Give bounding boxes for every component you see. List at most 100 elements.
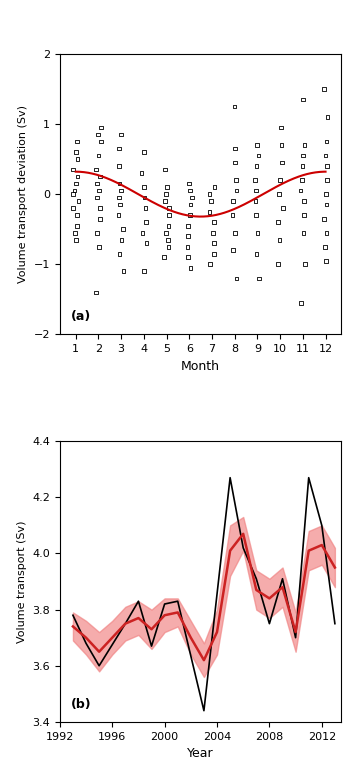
- Point: [75, 170, 80, 183]
- Point: [302, 139, 307, 151]
- Point: [253, 184, 259, 197]
- Point: [139, 167, 144, 179]
- Point: [143, 216, 149, 228]
- Point: [96, 150, 101, 162]
- Point: [141, 146, 147, 158]
- Point: [324, 227, 329, 239]
- Point: [275, 258, 281, 270]
- Point: [211, 216, 217, 228]
- Point: [185, 220, 190, 232]
- Point: [232, 142, 238, 154]
- Point: [301, 227, 306, 239]
- Point: [73, 146, 78, 158]
- Point: [207, 188, 212, 200]
- Point: [324, 160, 330, 172]
- Point: [117, 160, 122, 172]
- Point: [299, 174, 305, 186]
- Point: [141, 181, 147, 194]
- Point: [321, 83, 327, 95]
- Point: [230, 209, 235, 221]
- Point: [141, 265, 146, 277]
- Point: [324, 174, 330, 186]
- Point: [70, 164, 76, 176]
- Point: [301, 209, 307, 221]
- Point: [212, 247, 217, 260]
- Point: [280, 202, 285, 214]
- Point: [74, 220, 80, 232]
- Point: [323, 135, 329, 147]
- Point: [98, 202, 103, 214]
- Point: [96, 184, 102, 197]
- Point: [256, 272, 262, 284]
- Point: [298, 184, 303, 197]
- Point: [165, 233, 171, 246]
- Point: [117, 198, 122, 210]
- Point: [277, 233, 282, 246]
- Point: [166, 202, 172, 214]
- Point: [322, 240, 328, 253]
- Point: [208, 195, 214, 207]
- Point: [119, 233, 124, 246]
- Point: [72, 227, 78, 239]
- Point: [116, 209, 121, 221]
- Point: [116, 191, 122, 204]
- Point: [231, 244, 236, 257]
- Point: [300, 160, 305, 172]
- Point: [186, 251, 191, 263]
- Point: [93, 286, 99, 299]
- Point: [279, 157, 284, 169]
- Point: [184, 240, 190, 253]
- Point: [233, 174, 239, 186]
- Point: [163, 227, 169, 239]
- Point: [96, 240, 102, 253]
- Point: [116, 142, 122, 154]
- Point: [70, 188, 76, 200]
- Point: [140, 227, 145, 239]
- Point: [211, 237, 216, 250]
- Text: (b): (b): [71, 698, 92, 711]
- Point: [73, 177, 79, 190]
- Point: [188, 198, 193, 210]
- Point: [164, 181, 170, 194]
- Point: [188, 262, 193, 274]
- Point: [302, 258, 308, 270]
- Point: [76, 195, 81, 207]
- Point: [73, 233, 78, 246]
- Y-axis label: Volume transport (Sv): Volume transport (Sv): [17, 520, 27, 643]
- Point: [321, 213, 327, 225]
- Point: [120, 223, 126, 235]
- Point: [252, 174, 258, 186]
- Point: [255, 227, 260, 239]
- Point: [233, 227, 238, 239]
- Point: [234, 184, 239, 197]
- Point: [323, 188, 329, 200]
- Point: [234, 272, 239, 284]
- Point: [212, 181, 217, 194]
- Point: [278, 121, 284, 134]
- Point: [253, 195, 258, 207]
- Point: [98, 170, 103, 183]
- Point: [323, 255, 329, 267]
- Point: [98, 213, 103, 225]
- Text: (a): (a): [71, 310, 92, 323]
- Point: [95, 128, 101, 141]
- Point: [162, 195, 168, 207]
- Point: [70, 202, 76, 214]
- Point: [277, 174, 283, 186]
- Point: [207, 206, 212, 218]
- Point: [144, 237, 149, 250]
- Y-axis label: Volume transport deviation (Sv): Volume transport deviation (Sv): [18, 105, 28, 283]
- X-axis label: Year: Year: [187, 747, 214, 760]
- Point: [256, 150, 261, 162]
- Point: [75, 153, 80, 165]
- Point: [324, 198, 329, 210]
- Point: [231, 195, 236, 207]
- Point: [72, 184, 77, 197]
- Point: [300, 150, 306, 162]
- Point: [254, 160, 259, 172]
- Point: [254, 247, 259, 260]
- Point: [253, 209, 259, 221]
- Point: [98, 135, 104, 147]
- Point: [117, 177, 122, 190]
- Point: [325, 111, 330, 123]
